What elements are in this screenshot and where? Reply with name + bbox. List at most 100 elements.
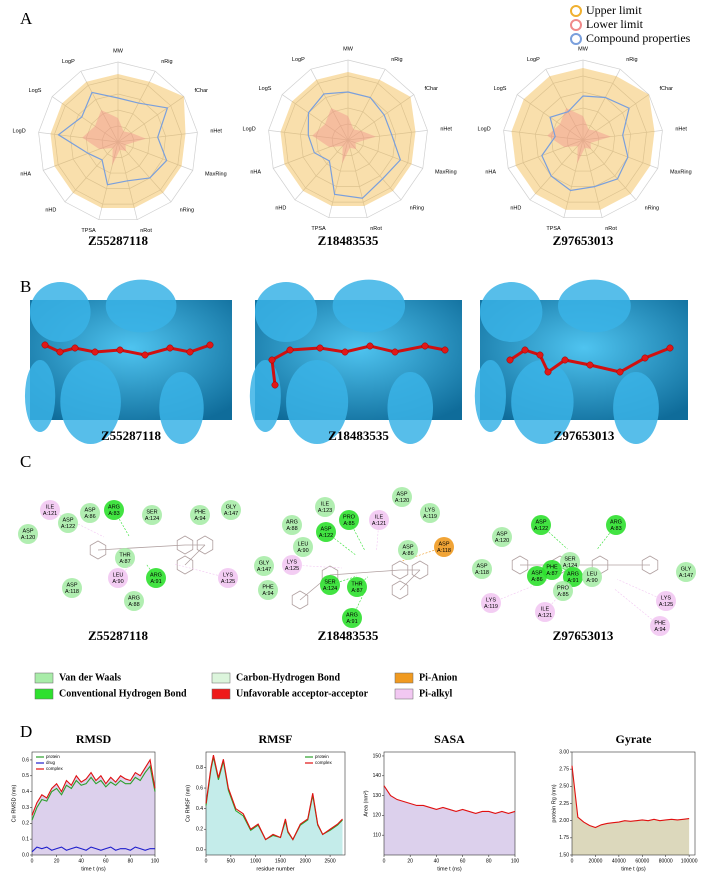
- residue-name: SER: [146, 509, 157, 515]
- axis-label: LogS: [494, 86, 507, 92]
- axis-label: MaxRing: [435, 170, 457, 176]
- spoke: [328, 139, 349, 218]
- series-line: [31, 764, 156, 821]
- spoke: [98, 141, 119, 220]
- axis-label: MW: [113, 48, 124, 54]
- residue-id: A:120: [21, 535, 35, 541]
- x-tick-label: 100000: [681, 858, 698, 864]
- residue: [315, 497, 335, 517]
- grid-ring: [85, 109, 151, 174]
- residue-id: A:119: [484, 604, 498, 610]
- residue: [282, 555, 302, 575]
- axis-label: LogD: [13, 128, 26, 134]
- spoke: [117, 96, 185, 143]
- residue: [392, 487, 412, 507]
- ligand-atom: [341, 348, 349, 356]
- residue: [254, 556, 274, 576]
- residue-name: ARG: [128, 595, 140, 601]
- residue: [676, 562, 696, 582]
- residue-name: ARG: [286, 519, 298, 525]
- residue: [481, 593, 501, 613]
- ligand-atom: [506, 356, 514, 364]
- residue-id: A:86: [531, 577, 542, 583]
- residue-id: A:86: [402, 551, 413, 557]
- residue: [282, 515, 302, 535]
- residue: [434, 537, 454, 557]
- residue-id: A:147: [257, 567, 271, 573]
- surface-lobe: [558, 279, 631, 333]
- residue-id: A:125: [221, 579, 235, 585]
- legend-swatch: [34, 672, 54, 684]
- x-tick-label: 80: [128, 858, 134, 864]
- residue-id: A:124: [563, 563, 577, 569]
- grid-ring: [101, 125, 135, 158]
- x-tick-label: 0: [205, 858, 208, 864]
- ligand-atom: [116, 346, 124, 354]
- x-tick-label: 1000: [250, 858, 261, 864]
- residue-id: A:87: [546, 571, 557, 577]
- series-line: [31, 846, 155, 853]
- residue-id: A:90: [586, 578, 597, 584]
- radar-line: [541, 95, 630, 192]
- compound-name: Z97653013: [553, 628, 614, 643]
- residue: [258, 580, 278, 600]
- chart-title: Z18483535: [318, 233, 379, 248]
- residue: [606, 515, 626, 535]
- y-tick-label: 0.4: [196, 806, 203, 812]
- axis-label: nHA: [250, 170, 261, 176]
- residue: [560, 552, 580, 572]
- legend-label: protein: [46, 754, 60, 759]
- y-tick-label: 1.50: [559, 852, 569, 858]
- y-axis-label: Area (nm²): [363, 790, 369, 816]
- ligand-atom: [268, 356, 276, 364]
- y-tick-label: 0.8: [196, 765, 203, 771]
- residue: [347, 577, 367, 597]
- compound-name: Z55287118: [101, 428, 161, 443]
- residue: [62, 578, 82, 598]
- axis-label: fChar: [660, 86, 674, 92]
- residue-id: A:94: [654, 627, 665, 633]
- y-tick-label: 0.2: [196, 827, 203, 833]
- residue: [398, 540, 418, 560]
- spoke: [347, 139, 402, 201]
- residue-id: A:125: [285, 566, 299, 572]
- surface-lobe: [332, 279, 406, 333]
- residue-name: SER: [324, 579, 335, 585]
- legend-label: Van der Waals: [59, 672, 121, 683]
- residue-id: A:91: [567, 578, 578, 584]
- chart-title: Z97653013: [553, 233, 614, 248]
- y-tick-label: 3.00: [559, 749, 569, 755]
- residue-id: A:88: [286, 526, 297, 532]
- interaction-line: [117, 563, 132, 579]
- interaction-line: [544, 583, 570, 613]
- residue: [293, 537, 313, 557]
- residue: [342, 608, 362, 628]
- residue-name: ARG: [150, 572, 162, 578]
- ligand-atom: [141, 351, 149, 359]
- residue-name: PHE: [194, 509, 206, 515]
- ligand-atom: [666, 344, 674, 352]
- spoke: [64, 141, 119, 203]
- residue-name: ASP: [84, 507, 95, 513]
- residue-id: A:85: [343, 521, 354, 527]
- spoke: [582, 139, 658, 169]
- legend-label: Compound properties: [586, 31, 691, 45]
- residue: [542, 560, 562, 580]
- residue-name: ASP: [496, 531, 507, 537]
- legend-label: drug: [46, 760, 56, 765]
- axis-label: LogP: [292, 57, 305, 63]
- spoke: [529, 139, 584, 201]
- legend-marker: [570, 19, 582, 31]
- residue: [582, 567, 602, 587]
- surface-lobe: [30, 282, 91, 342]
- residue-name: ILE: [375, 514, 384, 520]
- axis-label: TPSA: [81, 228, 96, 234]
- surface-lobe: [387, 372, 434, 444]
- surface-lobe: [105, 279, 177, 333]
- y-tick-label: 2.50: [559, 784, 569, 790]
- legend-swatch: [394, 672, 414, 684]
- residue-id: A:83: [610, 526, 621, 532]
- grid-ring: [503, 59, 663, 219]
- grid-ring: [315, 107, 381, 172]
- residue: [40, 500, 60, 520]
